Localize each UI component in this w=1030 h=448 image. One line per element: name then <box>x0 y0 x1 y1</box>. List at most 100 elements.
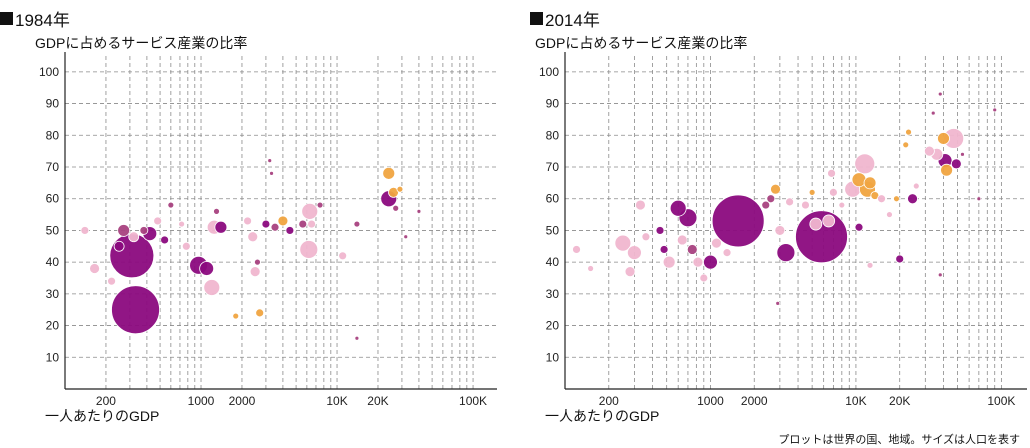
data-point <box>614 234 632 252</box>
data-point <box>686 244 698 255</box>
data-point <box>254 258 261 266</box>
data-point <box>766 194 776 204</box>
footnote: プロットは世界の国、地域。サイズは人口を表す <box>778 434 1020 446</box>
data-point <box>160 235 170 245</box>
data-point <box>354 335 360 341</box>
y-tick-label: 10 <box>46 350 60 364</box>
data-point <box>243 216 252 226</box>
data-point <box>775 300 781 306</box>
data-point <box>912 182 920 190</box>
x-tick-label: 200 <box>599 394 619 408</box>
y-tick-label: 100 <box>539 65 559 79</box>
x-tick-label: 10K <box>326 394 347 408</box>
data-point <box>267 158 273 164</box>
data-point <box>937 91 943 97</box>
data-point <box>809 217 823 231</box>
data-point <box>795 210 848 264</box>
data-point <box>827 168 836 178</box>
y-tick-label: 50 <box>546 223 560 237</box>
data-point <box>924 145 935 157</box>
data-point <box>80 226 90 235</box>
data-point <box>676 234 688 246</box>
x-tick-label: 10K <box>845 394 866 408</box>
data-point <box>937 272 943 278</box>
y-tick-label: 70 <box>546 160 560 174</box>
data-point <box>785 197 795 207</box>
data-point <box>203 279 221 296</box>
chart-title-text: 2014年 <box>545 11 600 30</box>
x-tick-label: 100K <box>987 394 1015 408</box>
data-point <box>854 222 864 232</box>
data-point <box>838 201 846 209</box>
data-point <box>261 219 271 229</box>
data-point <box>113 240 125 252</box>
data-point <box>299 240 319 259</box>
data-point <box>416 208 422 214</box>
data-point <box>801 200 810 210</box>
y-tick-label: 40 <box>46 255 60 269</box>
y-tick-label: 90 <box>546 97 560 111</box>
data-point <box>572 245 581 254</box>
y-tick-label: 60 <box>46 192 60 206</box>
data-point <box>403 234 409 240</box>
data-point <box>655 226 665 235</box>
data-point <box>214 220 228 234</box>
square-marker-icon <box>530 12 543 25</box>
data-point <box>338 251 348 261</box>
y-tick-label: 80 <box>46 128 60 142</box>
y-tick-label: 70 <box>46 160 60 174</box>
data-point <box>232 312 240 320</box>
x-tick-label: 1000 <box>188 394 215 408</box>
data-point <box>107 276 116 286</box>
x-tick-label: 2000 <box>229 394 256 408</box>
y-axis-label: GDPに占めるサービス産業の比率 <box>535 35 748 51</box>
y-tick-label: 50 <box>46 223 60 237</box>
data-point <box>388 186 399 198</box>
data-points <box>80 158 422 341</box>
data-point <box>635 199 646 211</box>
data-point <box>659 245 669 254</box>
data-point <box>711 237 722 249</box>
x-tick-label: 2000 <box>741 394 768 408</box>
data-point <box>285 226 295 235</box>
data-point <box>255 308 265 318</box>
scatter-plot-2014: 10 20 30 40 50 60 70 80 90 100 200 1000 2000 10K 20K 10… <box>539 52 1027 408</box>
data-point <box>905 128 912 136</box>
data-point <box>181 241 191 251</box>
data-point <box>770 183 781 195</box>
data-point <box>822 214 836 228</box>
chart-title-2014: 2014年 <box>530 6 600 31</box>
data-point <box>353 220 361 228</box>
scatter-plot-1984: 10 20 30 40 50 60 70 80 90 100 200 1000 2000 10K 20K 10… <box>39 52 497 408</box>
data-point <box>249 266 261 278</box>
data-point <box>854 153 876 175</box>
data-point <box>950 158 962 170</box>
data-point <box>895 254 905 264</box>
data-point <box>774 225 786 236</box>
data-point <box>117 224 131 237</box>
data-point <box>662 255 676 269</box>
y-axis-label: GDPに占めるサービス産業の比率 <box>35 35 248 51</box>
y-tick-label: 60 <box>546 192 560 206</box>
x-tick-label: 200 <box>96 394 116 408</box>
data-point <box>247 231 259 243</box>
y-tick-label: 20 <box>546 319 560 333</box>
data-point <box>270 222 280 232</box>
data-point <box>976 196 982 202</box>
data-point <box>89 263 100 274</box>
y-tick-label: 90 <box>46 97 60 111</box>
data-point <box>699 273 709 283</box>
data-point <box>808 188 816 196</box>
data-point <box>199 261 215 276</box>
data-point <box>669 199 687 217</box>
data-point <box>692 256 704 268</box>
data-point <box>316 201 324 209</box>
data-point <box>937 132 950 145</box>
data-point <box>627 245 642 261</box>
y-tick-label: 40 <box>546 255 560 269</box>
data-point <box>761 200 771 210</box>
data-point <box>940 163 953 177</box>
data-point <box>866 261 874 269</box>
chart-panel-2014: 2014年 GDPに占めるサービス産業の比率 10 20 30 40 50 60 70 80 9… <box>530 0 1030 448</box>
data-point <box>992 107 998 113</box>
